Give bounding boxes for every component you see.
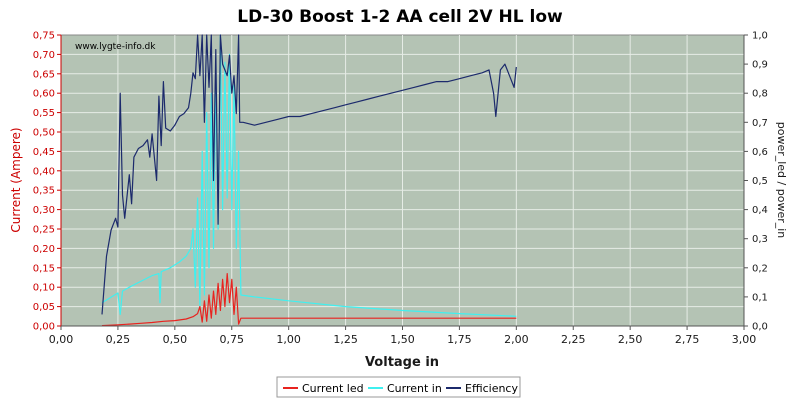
x-tick-label: 1,00 — [276, 333, 301, 346]
x-tick-label: 1,75 — [447, 333, 472, 346]
y-left-tick-label: 0,10 — [33, 283, 55, 294]
y-left-tick-label: 0,40 — [33, 166, 55, 177]
x-tick-label: 0,50 — [163, 333, 188, 346]
y-left-tick-label: 0,75 — [33, 31, 55, 42]
y-axis-left-label: Current (Ampere) — [9, 127, 23, 232]
x-tick-label: 2,00 — [504, 333, 529, 346]
grid — [61, 35, 744, 326]
y-left-tick-label: 0,65 — [33, 69, 55, 80]
y-right-tick-label: 0,3 — [752, 234, 768, 245]
y-left-tick-label: 0,20 — [33, 244, 55, 255]
y-right-tick-label: 0,2 — [752, 263, 768, 274]
y-right-tick-label: 0,7 — [752, 118, 768, 129]
y-left-tick-label: 0,05 — [33, 302, 55, 313]
y-left-tick-label: 0,00 — [33, 322, 55, 333]
x-axis-label: Voltage in — [365, 355, 439, 370]
y-right-tick-label: 0,5 — [752, 176, 768, 187]
y-left-tick-label: 0,70 — [33, 50, 55, 61]
series-line-current-led — [101, 273, 517, 327]
y-left-tick-label: 0,35 — [33, 186, 55, 197]
x-tick-label: 1,50 — [390, 333, 415, 346]
x-tick-label: 2,50 — [618, 333, 643, 346]
y-left-tick-label: 0,25 — [33, 225, 55, 236]
watermark: www.lygte-info.dk — [75, 42, 156, 52]
legend-label-current-in: Current in — [387, 382, 442, 395]
series-line-current-in — [101, 34, 517, 317]
y-right-tick-label: 1,0 — [752, 31, 768, 42]
y-axis-right-label: power_led / power_in — [775, 122, 788, 239]
y-right-tick-label: 0,6 — [752, 147, 768, 158]
y-left-tick-label: 0,50 — [33, 128, 55, 139]
y-left-tick-label: 0,45 — [33, 147, 55, 158]
y-right-tick-label: 0,9 — [752, 60, 768, 71]
y-left-tick-label: 0,55 — [33, 108, 55, 119]
ticks: 0,00 0,25 0,50 0,75 1,00 1,25 1,50 1,75 2,00 2,25… — [33, 31, 768, 347]
series-line-efficiency — [101, 34, 517, 315]
y-right-tick-label: 0,1 — [752, 292, 768, 303]
x-tick-label: 2,25 — [561, 333, 586, 346]
y-left-tick-label: 0,15 — [33, 263, 55, 274]
legend: Current led Current in Efficiency — [276, 376, 521, 398]
x-tick-label: 0,75 — [220, 333, 245, 346]
y-right-tick-label: 0,0 — [752, 322, 768, 333]
y-right-tick-label: 0,4 — [752, 205, 768, 216]
x-tick-label: 0,00 — [49, 333, 74, 346]
y-right-tick-label: 0,8 — [752, 89, 768, 100]
x-tick-label: 1,25 — [333, 333, 358, 346]
legend-label-current-led: Current led — [302, 382, 364, 395]
y-left-tick-label: 0,30 — [33, 205, 55, 216]
chart-title: LD-30 Boost 1-2 AA cell 2V HL low — [237, 7, 563, 27]
x-tick-label: 3,00 — [732, 333, 757, 346]
x-tick-label: 0,25 — [106, 333, 131, 346]
legend-label-efficiency: Efficiency — [465, 382, 518, 395]
x-tick-label: 2,75 — [675, 333, 700, 346]
series-layer — [101, 34, 517, 327]
y-left-tick-label: 0,60 — [33, 89, 55, 100]
legend-box — [276, 376, 521, 398]
